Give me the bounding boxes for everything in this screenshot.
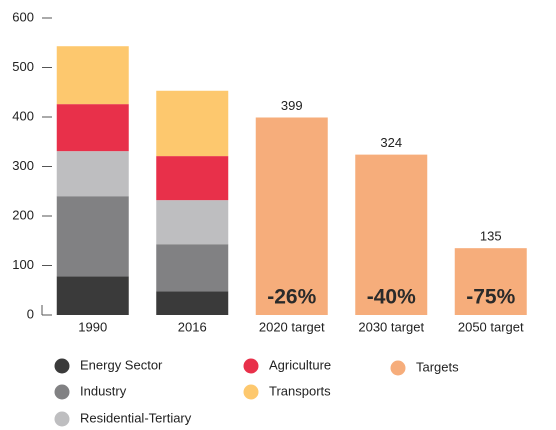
y-tick-label: 500 — [12, 59, 34, 74]
bar-segment — [56, 151, 129, 197]
bar-segment — [56, 276, 129, 315]
legend-swatch — [54, 384, 70, 400]
legend-swatch — [54, 411, 70, 427]
legend-swatch — [390, 360, 406, 376]
annotation: -26% — [267, 286, 316, 309]
x-tick-label: 2030 target — [358, 319, 424, 334]
y-tick-label: 100 — [12, 257, 34, 272]
value-label: 399 — [281, 98, 303, 113]
bar-segment — [355, 154, 428, 315]
y-tick-label: 200 — [12, 207, 34, 222]
y-tick-label: 400 — [12, 108, 34, 123]
legend-swatch — [54, 358, 70, 374]
legend-label: Energy Sector — [80, 357, 163, 372]
legend-label: Industry — [80, 383, 127, 398]
y-tick-label: 300 — [12, 158, 34, 173]
bar-segment — [156, 291, 229, 315]
annotation: -40% — [367, 286, 416, 309]
x-tick-label: 2020 target — [259, 319, 325, 334]
x-tick-label: 1990 — [78, 319, 107, 334]
x-tick-label: 2050 target — [458, 319, 524, 334]
bar-segment — [56, 104, 129, 152]
value-label: 324 — [380, 135, 402, 150]
bar-segment — [156, 90, 229, 157]
bar-segment — [156, 156, 229, 201]
bar-segment — [156, 200, 229, 245]
legend-label: Transports — [269, 383, 331, 398]
legend-label: Targets — [416, 359, 459, 374]
annotation: -75% — [466, 286, 515, 309]
bar-segment — [56, 196, 129, 277]
bar-segment — [156, 244, 229, 292]
bar-segment — [56, 46, 129, 105]
legend-swatch — [243, 358, 259, 374]
bar-segment — [255, 117, 328, 316]
y-tick-label: 600 — [12, 9, 34, 24]
y-tick-label: 0 — [27, 306, 34, 321]
value-label: 135 — [480, 229, 502, 244]
x-tick-label: 2016 — [178, 319, 207, 334]
legend-label: Residential-Tertiary — [80, 410, 192, 425]
bar-segment — [454, 248, 527, 315]
legend-swatch — [243, 384, 259, 400]
legend-label: Agriculture — [269, 357, 331, 372]
